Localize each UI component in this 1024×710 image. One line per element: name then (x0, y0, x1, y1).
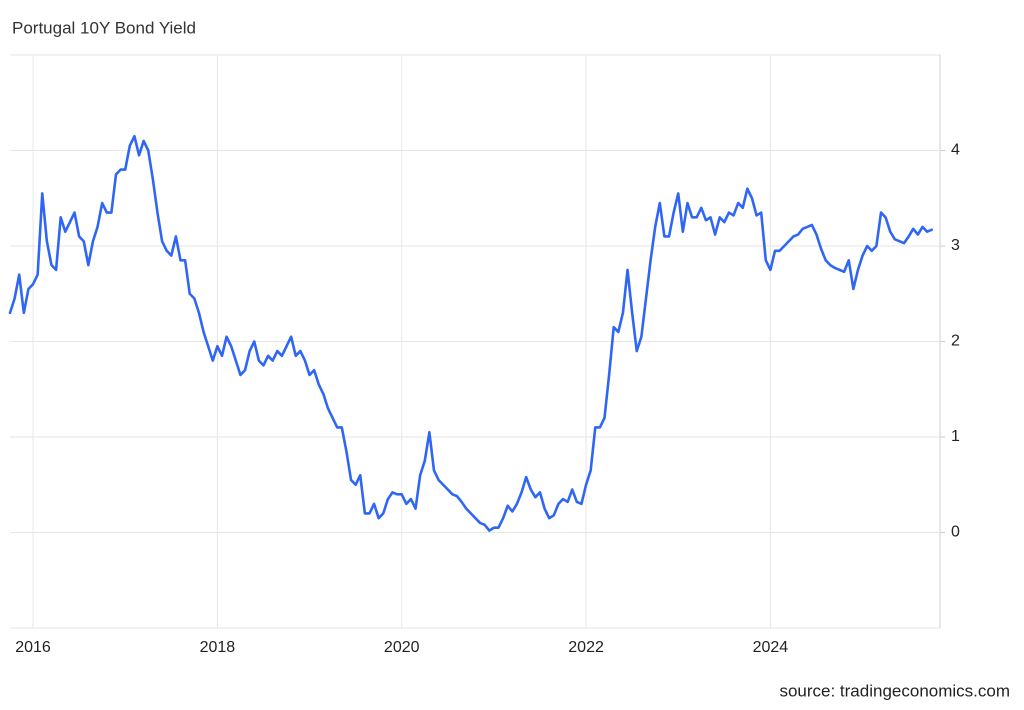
source-note: source: tradingeconomics.com (779, 681, 1010, 700)
x-tick-label: 2016 (15, 639, 51, 656)
x-tick-label: 2020 (384, 639, 420, 656)
x-tick-label: 2018 (200, 639, 236, 656)
y-tick-label: 4 (951, 142, 960, 159)
y-tick-label: 0 (951, 524, 960, 541)
data-line (8, 134, 933, 532)
x-tick-label: 2022 (568, 639, 604, 656)
x-tick-label: 2024 (753, 639, 789, 656)
y-tick-label: 2 (951, 333, 960, 350)
chart-title: Portugal 10Y Bond Yield (12, 18, 196, 37)
y-tick-label: 3 (951, 237, 960, 254)
y-tick-label: 1 (951, 428, 960, 445)
